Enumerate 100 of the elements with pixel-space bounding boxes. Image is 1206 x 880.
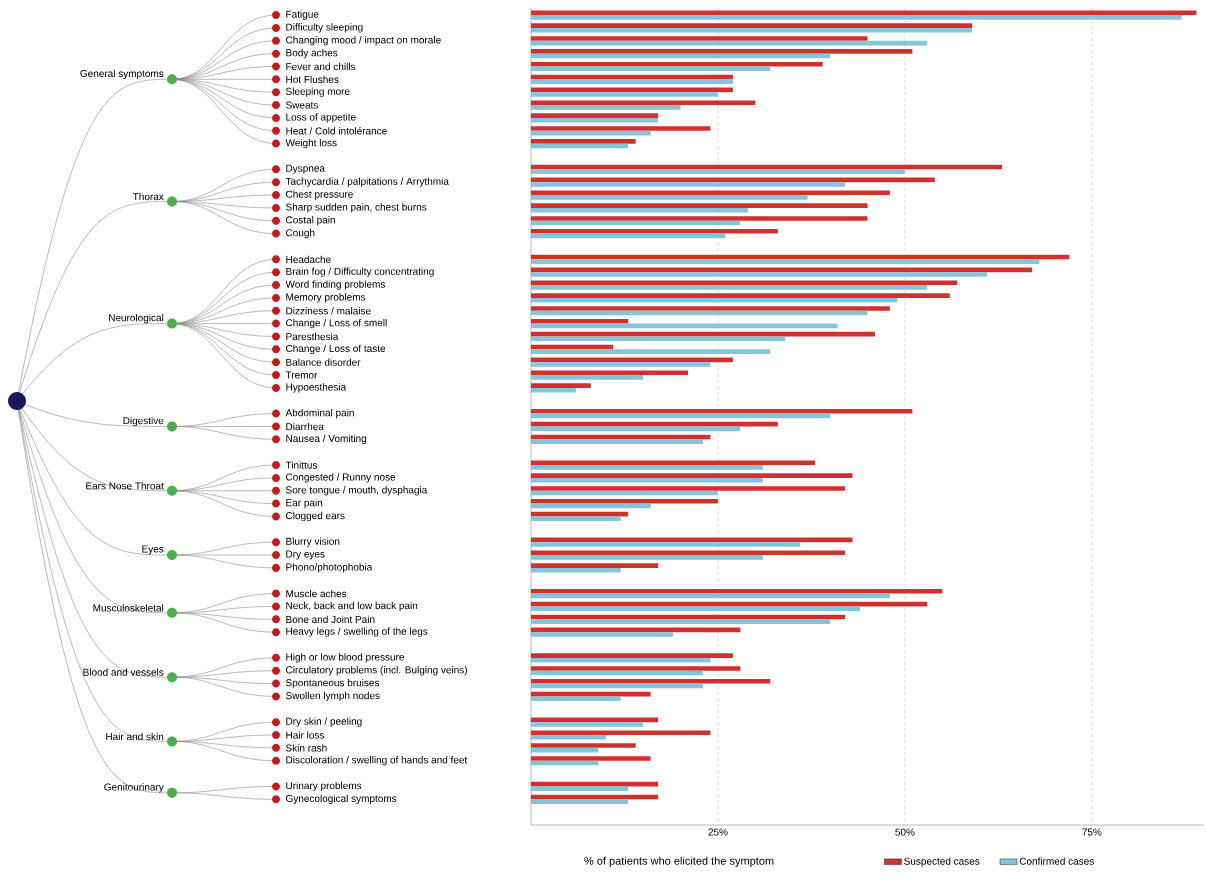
- y-tick-label: Word finding problems: [285, 280, 386, 290]
- y-tick-label: Abdominal pain: [285, 408, 354, 419]
- bar: [531, 460, 816, 466]
- bar: [531, 409, 913, 414]
- y-tick-label: Body aches: [286, 48, 338, 59]
- bar: [531, 126, 711, 131]
- y-tick-label: Circulatory problems (incl. Bulging veins): [286, 666, 467, 676]
- text: Musculoskeletal: [93, 604, 164, 612]
- y-tick-label: Heat / Cold intolérance: [286, 127, 387, 135]
- text: Genitourinary: [104, 783, 164, 793]
- legend-label: Confirmed cases: [1019, 857, 1094, 865]
- y-tick-label: Sore tongue / mouth, dysphagia: [285, 486, 428, 496]
- bar: [531, 319, 629, 324]
- y-tick-label: Tremor: [285, 371, 318, 379]
- bar: [531, 555, 763, 560]
- bar: [531, 23, 973, 28]
- bar: [531, 786, 629, 792]
- y-tick-label: Paresthesia: [286, 332, 339, 341]
- y-tick-label: Hot Flushes: [286, 75, 339, 84]
- bar: [531, 799, 629, 804]
- x-tick-label: 75%: [1082, 828, 1102, 836]
- bar: [531, 36, 868, 41]
- bar: [531, 619, 831, 624]
- bar: [531, 735, 606, 740]
- y-tick-label: Swollen lymph nodes: [285, 691, 380, 702]
- y-tick-label: High or low blood pressure: [286, 653, 405, 663]
- y-tick-label: Bone and Joint Pain: [286, 615, 375, 623]
- y-tick-label: Fever and chills: [286, 62, 356, 71]
- bar: [531, 349, 771, 354]
- bar: [531, 259, 1040, 264]
- x-tick-label: 50%: [895, 828, 915, 836]
- bar: [531, 285, 928, 290]
- bar: [531, 10, 1197, 16]
- bar: [531, 465, 763, 470]
- text: Neurological: [109, 313, 164, 324]
- y-tick-label: Weight loss: [285, 138, 337, 149]
- bar: [531, 426, 741, 432]
- x-axis-title: % of patients who elicited the symptom: [584, 856, 774, 867]
- y-tick-label: Blurry vision: [286, 537, 340, 547]
- bar: [531, 100, 756, 106]
- y-tick-label: Tachycardia / palpitations / Arrythmia: [285, 177, 449, 187]
- bar: [531, 280, 958, 286]
- bar: [531, 678, 771, 684]
- bar: [531, 15, 1182, 20]
- y-tick-label: Neck, back and low back pain: [286, 601, 418, 612]
- y-tick-label: Tinittus: [285, 461, 318, 469]
- bar: [531, 696, 621, 702]
- y-tick-label: Sleeping more: [285, 87, 350, 97]
- bar: [531, 66, 771, 72]
- bar: [531, 730, 711, 736]
- bar: [531, 666, 741, 671]
- bar: [531, 632, 674, 637]
- bar: [531, 756, 651, 761]
- bar: [531, 542, 801, 547]
- y-tick-label: Headache: [286, 255, 331, 264]
- bar: [531, 92, 718, 97]
- text: Ears Nose Throat: [86, 482, 164, 490]
- bar: [531, 293, 950, 298]
- y-tick-label: Phono/photophobia: [286, 563, 373, 573]
- bar: [531, 563, 659, 568]
- bar: [531, 473, 853, 478]
- bar: [531, 105, 681, 110]
- bar: [531, 203, 868, 208]
- bar: [531, 49, 913, 54]
- text: Hair and skin: [106, 732, 164, 741]
- text: Eyes: [142, 545, 164, 555]
- y-tick-label: Ear pain: [286, 498, 323, 509]
- bar: [531, 653, 733, 658]
- bar: [531, 606, 861, 612]
- bar: [531, 516, 621, 522]
- y-tick-label: Skin rash: [285, 744, 327, 752]
- y-tick-label: Memory problems: [286, 293, 366, 303]
- y-tick-label: Dyspnea: [286, 164, 325, 174]
- bar: [531, 113, 659, 118]
- y-tick-label: Heavy legs / swelling of the legs: [286, 627, 428, 637]
- bar: [531, 139, 636, 144]
- y-tick-label: Chest pressure: [286, 190, 353, 200]
- text: Digestive: [123, 416, 164, 427]
- y-tick-label: Hair loss: [286, 731, 325, 739]
- y-tick-label: Clogged ears: [286, 511, 345, 522]
- y-tick-label: Discoloration / swelling of hands and feet: [286, 756, 468, 766]
- y-tick-label: Cough: [286, 228, 315, 239]
- bar: [531, 743, 636, 748]
- y-tick-label: Gynecological symptoms: [286, 794, 397, 804]
- y-tick-label: Dry skin / peeling: [286, 717, 362, 727]
- y-tick-label: Diarrhea: [286, 422, 324, 431]
- y-tick-label: Fatigue: [286, 10, 319, 20]
- x-tick-label: 25%: [708, 828, 728, 836]
- bar: [531, 79, 733, 84]
- bar: [531, 589, 943, 594]
- bar: [531, 486, 846, 491]
- bar: [531, 499, 718, 504]
- y-tick-label: Brain fog / Difficulty concentrating: [286, 267, 434, 277]
- bar: [531, 117, 659, 123]
- y-tick-label: Spontaneous bruises: [285, 678, 380, 689]
- bar: [531, 550, 846, 556]
- y-tick-label: Dry eyes: [286, 550, 325, 560]
- y-tick-label: Urinary problems: [286, 781, 362, 792]
- y-tick-label: Congested / Runny nose: [286, 473, 396, 483]
- y-tick-label: Change / Loss of taste: [286, 344, 386, 354]
